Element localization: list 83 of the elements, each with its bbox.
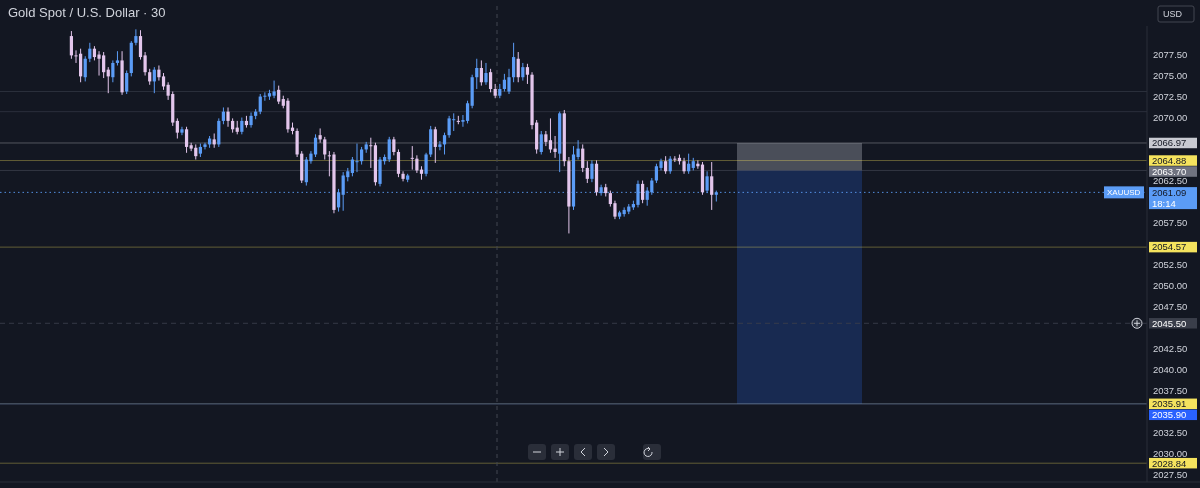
- candlestick: [548, 117, 553, 154]
- candlestick: [507, 68, 511, 95]
- ref-line-label: 2054.57: [1152, 241, 1187, 253]
- ref-line-label: 2028.84: [1152, 457, 1187, 469]
- candlestick: [277, 85, 281, 105]
- candlestick: [452, 112, 456, 132]
- candlestick: [134, 28, 138, 46]
- candlestick: [369, 137, 373, 169]
- candlestick: [447, 115, 451, 139]
- candlestick: [544, 130, 548, 147]
- candlestick: [88, 42, 92, 63]
- ref-line-label: 2035.90: [1152, 409, 1187, 421]
- ref-line-label: 2066.97: [1152, 137, 1187, 149]
- candlestick: [512, 42, 516, 83]
- candlestick: [323, 136, 327, 161]
- candlestick: [525, 63, 530, 85]
- y-tick-label: 2072.50: [1153, 90, 1188, 102]
- candlestick: [263, 91, 267, 102]
- y-tick-label: 2040.00: [1153, 363, 1188, 375]
- candlestick: [295, 127, 299, 158]
- candlestick: [226, 106, 230, 128]
- chart-title: Gold Spot / U.S. Dollar · 30: [8, 5, 166, 20]
- candlestick: [184, 126, 189, 154]
- candlestick: [392, 136, 396, 156]
- candlestick: [590, 159, 594, 183]
- candlestick: [97, 50, 101, 77]
- candlestick: [484, 62, 488, 86]
- candlestick: [69, 30, 74, 60]
- candlestick: [175, 117, 179, 140]
- candlestick: [111, 59, 115, 83]
- candlestick: [157, 64, 161, 82]
- candlestick: [654, 163, 659, 184]
- candlestick: [438, 140, 442, 151]
- ref-line-label: 2064.88: [1152, 154, 1187, 166]
- candlestick: [640, 180, 645, 204]
- candlestick: [401, 170, 405, 182]
- candlestick: [396, 148, 401, 178]
- y-tick-label: 2062.50: [1153, 174, 1188, 186]
- candlestick: [249, 112, 253, 129]
- text: 18:14: [1152, 197, 1176, 209]
- candlestick: [217, 117, 221, 148]
- y-tick-label: 2047.50: [1153, 300, 1188, 312]
- candlestick: [581, 143, 585, 173]
- y-tick-label: 2037.50: [1153, 384, 1188, 396]
- ref-line-label: 2061.09: [1152, 186, 1187, 198]
- candlestick: [475, 58, 479, 90]
- candlestick: [387, 136, 391, 163]
- ref-line-label: 2035.91: [1152, 398, 1187, 410]
- candlestick: [83, 55, 87, 82]
- y-tick-label: 2070.00: [1153, 111, 1188, 123]
- candlestick: [705, 170, 709, 194]
- ref-line-label: 2063.70: [1152, 165, 1187, 177]
- y-tick-label: 2030.00: [1153, 447, 1188, 459]
- candlestick: [516, 51, 520, 83]
- y-tick-label: 2077.50: [1153, 48, 1188, 60]
- ref-line-label: 2045.50: [1152, 317, 1187, 329]
- y-tick-label: 2075.00: [1153, 69, 1188, 81]
- y-tick-label: 2057.50: [1153, 216, 1188, 228]
- y-tick-label: 2032.50: [1153, 426, 1188, 438]
- y-tick-label: 2027.50: [1153, 468, 1188, 480]
- candlestick: [553, 135, 557, 159]
- candlestick: [539, 130, 543, 155]
- candlestick: [424, 152, 428, 177]
- candlestick: [355, 143, 359, 173]
- candlestick: [272, 80, 276, 99]
- candlestick: [585, 160, 589, 184]
- y-tick-label: 2050.00: [1153, 279, 1188, 291]
- y-tick-label: 2042.50: [1153, 342, 1188, 354]
- y-tick-label: 2052.50: [1153, 258, 1188, 270]
- annotation: XAUUSD: [1107, 188, 1141, 198]
- candlestick: [710, 161, 714, 211]
- candlestick: [341, 171, 345, 212]
- candlestick: [488, 68, 493, 93]
- candlestick: [410, 145, 414, 171]
- candlestick: [433, 126, 437, 164]
- candlestick: [465, 100, 470, 124]
- candlestick: [125, 70, 129, 95]
- candlestick: [258, 93, 262, 115]
- text: USD: [1163, 9, 1183, 20]
- candlestick: [336, 188, 341, 213]
- candlestick: [442, 132, 447, 155]
- candlestick: [479, 59, 483, 87]
- candlestick: [180, 126, 184, 136]
